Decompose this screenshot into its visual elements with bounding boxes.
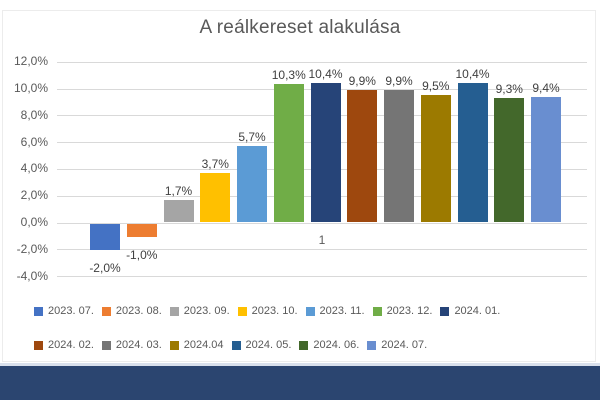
legend-item-label: 2024. 02.: [48, 339, 94, 351]
legend-item-2024-01: 2024. 01.: [440, 305, 500, 317]
y-axis-tick-label: -2,0%: [16, 241, 48, 256]
legend-item-2023-09: 2023. 09.: [169, 305, 230, 317]
legend-item-label: 2023. 11.: [319, 305, 365, 317]
bar-value-label: -1,0%: [126, 247, 158, 262]
chart-frame: [2, 10, 596, 362]
bar-2023-12: [273, 84, 304, 223]
bar-value-label: -2,0%: [89, 261, 121, 276]
y-axis-tick-label: -4,0%: [16, 268, 48, 283]
bar-2024-04: [420, 95, 451, 223]
legend-item-2024-07: 2024. 07.: [367, 339, 427, 351]
legend-item-label: 2023. 08.: [115, 305, 162, 317]
bar-2024-03: [384, 89, 414, 223]
legend-swatch: [299, 340, 309, 350]
legend-swatch: [231, 340, 241, 350]
bar-2024-06: [494, 97, 525, 223]
legend-swatch: [372, 306, 382, 316]
y-axis-tick-label: 12,0%: [13, 54, 48, 69]
legend-item-2024-02: 2024. 02.: [34, 339, 94, 351]
gridline--4: [57, 276, 587, 278]
legend-swatch: [169, 340, 179, 350]
legend-swatch: [305, 306, 315, 316]
bar-2024-07: [531, 96, 561, 223]
legend-item-label: 2023. 12.: [386, 305, 433, 317]
legend-swatch: [367, 340, 377, 350]
legend-swatch: [101, 340, 111, 350]
bar-value-label: 9,5%: [422, 79, 450, 94]
bar-value-label: 1,7%: [164, 183, 193, 198]
legend-item-label: 2024. 07.: [381, 339, 428, 351]
legend-item-2024-06: 2024. 06.: [299, 339, 359, 351]
y-axis-tick-label: 6,0%: [20, 134, 48, 149]
bar-2023-07: [90, 223, 120, 251]
legend-swatch: [169, 306, 179, 316]
gridline-12: [57, 61, 587, 63]
legend-row-2: 2024. 02. 2024. 03. 2024.04 2024. 05. 2024. …: [34, 337, 427, 353]
bar-value-label: 5,7%: [238, 130, 266, 145]
y-axis-tick-label: 4,0%: [20, 161, 48, 176]
bar-value-label: 9,4%: [532, 80, 560, 95]
bar-value-label: 9,9%: [348, 73, 376, 88]
bar-2024-01: [310, 83, 341, 223]
y-axis-tick-label: 0,0%: [20, 215, 48, 229]
bar-value-label: 10,4%: [455, 67, 490, 82]
chart-title: A reálkereset alakulása: [199, 17, 401, 38]
gridline-0: [57, 222, 587, 224]
category-axis-label: 1: [318, 233, 326, 247]
bar-value-label: 10,4%: [308, 67, 343, 82]
legend-item-label: 2024. 01.: [454, 305, 501, 317]
legend-swatch: [101, 306, 111, 316]
y-axis-tick-label: 10,0%: [13, 81, 48, 95]
legend-item-label: 2024.04: [183, 339, 224, 351]
legend-item-label: 2023. 07.: [48, 305, 94, 317]
bar-2023-10: [200, 172, 231, 223]
bar-value-label: 9,3%: [495, 81, 523, 96]
y-axis-tick-label: 8,0%: [20, 107, 48, 122]
legend-item-2024-04: 2024.04: [169, 339, 224, 351]
bar-2023-11: [237, 146, 267, 223]
legend-item-2023-11: 2023. 11.: [305, 305, 365, 317]
legend-item-label: 2024. 03.: [115, 339, 162, 351]
legend-item-label: 2024. 05.: [245, 339, 292, 351]
footer-band: [0, 363, 600, 400]
bar-2023-08: [126, 223, 157, 237]
bar-2023-09: [163, 199, 194, 223]
legend-item-2023-07: 2023. 07.: [34, 305, 94, 317]
bar-2024-02: [347, 89, 378, 223]
legend-swatch: [440, 306, 450, 316]
legend-row-1: 2023. 07. 2023. 08. 2023. 09. 2023. 10. 2023…: [34, 303, 500, 319]
legend-item-label: 2024. 06.: [313, 339, 360, 351]
legend-swatch: [237, 306, 247, 316]
legend-item-label: 2023. 09.: [183, 305, 230, 317]
bar-2024-05: [457, 83, 488, 223]
legend-item-2023-12: 2023. 12.: [372, 305, 433, 317]
legend-swatch: [34, 306, 43, 316]
bar-value-label: 3,7%: [201, 156, 229, 171]
legend-item-2024-03: 2024. 03.: [101, 339, 162, 351]
bar-value-label: 9,9%: [385, 73, 413, 88]
gridline--2: [57, 249, 587, 251]
legend-item-label: 2023. 10.: [251, 305, 298, 317]
legend-item-2023-08: 2023. 08.: [101, 305, 162, 317]
bar-value-label: 10,3%: [271, 68, 306, 83]
legend-item-2024-05: 2024. 05.: [231, 339, 292, 351]
y-axis-tick-label: 2,0%: [20, 188, 48, 203]
legend-item-2023-10: 2023. 10.: [237, 305, 298, 317]
legend-swatch: [34, 340, 43, 350]
